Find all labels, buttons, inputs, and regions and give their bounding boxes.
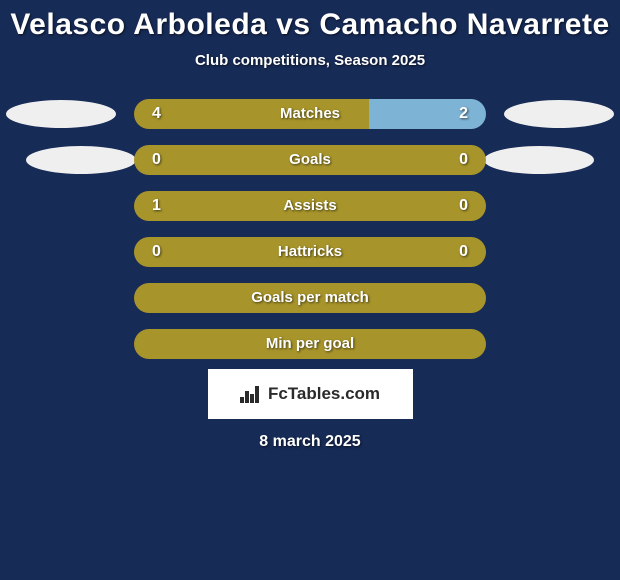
content-panel: Velasco Arboleda vs Camacho Navarrete Cl… bbox=[0, 0, 620, 580]
stat-value-left: 1 bbox=[152, 191, 161, 221]
stat-value-left: 0 bbox=[152, 145, 161, 175]
stats-container: Matches42Goals00Assists10Hattricks00Goal… bbox=[0, 99, 620, 359]
page-title: Velasco Arboleda vs Camacho Navarrete bbox=[0, 0, 620, 42]
stat-value-right: 2 bbox=[459, 99, 468, 129]
stat-label: Goals per match bbox=[0, 283, 620, 313]
stat-row: Matches4 2 bbox=[0, 99, 620, 129]
stat-value-right: 0 bbox=[459, 145, 468, 175]
stat-value-right: 0 bbox=[459, 191, 468, 221]
stat-label: Assists bbox=[0, 191, 620, 221]
stat-row: Goals per match bbox=[0, 283, 620, 313]
stat-label: Min per goal bbox=[0, 329, 620, 359]
date-label: 8 march 2025 bbox=[0, 433, 620, 451]
stat-label: Hattricks bbox=[0, 237, 620, 267]
source-logo: FcTables.com bbox=[208, 369, 413, 419]
subtitle: Club competitions, Season 2025 bbox=[0, 52, 620, 69]
logo-chart-icon bbox=[240, 385, 262, 403]
stat-label: Goals bbox=[0, 145, 620, 175]
stat-label: Matches bbox=[0, 99, 620, 129]
stat-row: Goals0 0 bbox=[0, 145, 620, 175]
stat-value-right: 0 bbox=[459, 237, 468, 267]
stat-row: Assists1 0 bbox=[0, 191, 620, 221]
stat-row: Min per goal bbox=[0, 329, 620, 359]
stat-value-left: 0 bbox=[152, 237, 161, 267]
stat-row: Hattricks0 0 bbox=[0, 237, 620, 267]
logo-text: FcTables.com bbox=[268, 384, 380, 404]
stat-value-left: 4 bbox=[152, 99, 161, 129]
